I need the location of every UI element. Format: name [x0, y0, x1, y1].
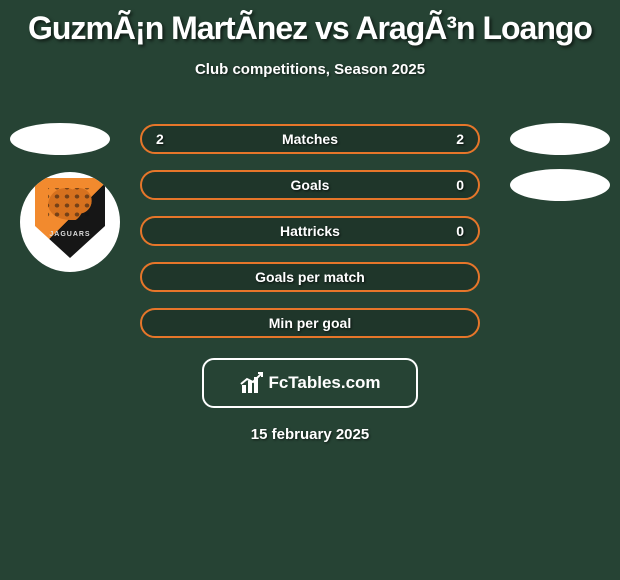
brand-text: FcTables.com — [268, 373, 380, 393]
stat-bar-matches: 2 Matches 2 — [140, 124, 480, 154]
stat-left-value: 2 — [156, 131, 164, 147]
stat-label: Hattricks — [280, 223, 340, 239]
stat-row: Goals 0 — [0, 162, 620, 208]
stat-label: Min per goal — [269, 315, 351, 331]
stat-bar-goals-per-match: Goals per match — [140, 262, 480, 292]
stat-row: Goals per match — [0, 254, 620, 300]
stat-row: Min per goal — [0, 300, 620, 346]
stat-right-value: 2 — [456, 131, 464, 147]
stat-label: Goals — [291, 177, 330, 193]
stat-label: Matches — [282, 131, 338, 147]
stat-row: Hattricks 0 — [0, 208, 620, 254]
stat-right-value: 0 — [456, 177, 464, 193]
stat-right-value: 0 — [456, 223, 464, 239]
page-title: GuzmÃ¡n MartÃ­nez vs AragÃ³n Loango — [0, 10, 620, 47]
brand-link[interactable]: FcTables.com — [202, 358, 418, 408]
date-text: 15 february 2025 — [0, 426, 620, 443]
stat-row: 2 Matches 2 — [0, 116, 620, 162]
stats-rows: JAGUARS 2 Matches 2 Goals 0 Hattricks 0 — [0, 116, 620, 346]
stat-bar-goals: Goals 0 — [140, 170, 480, 200]
subtitle: Club competitions, Season 2025 — [0, 61, 620, 78]
chart-icon — [239, 371, 265, 395]
stat-bar-min-per-goal: Min per goal — [140, 308, 480, 338]
stat-bar-hattricks: Hattricks 0 — [140, 216, 480, 246]
stat-label: Goals per match — [255, 269, 365, 285]
